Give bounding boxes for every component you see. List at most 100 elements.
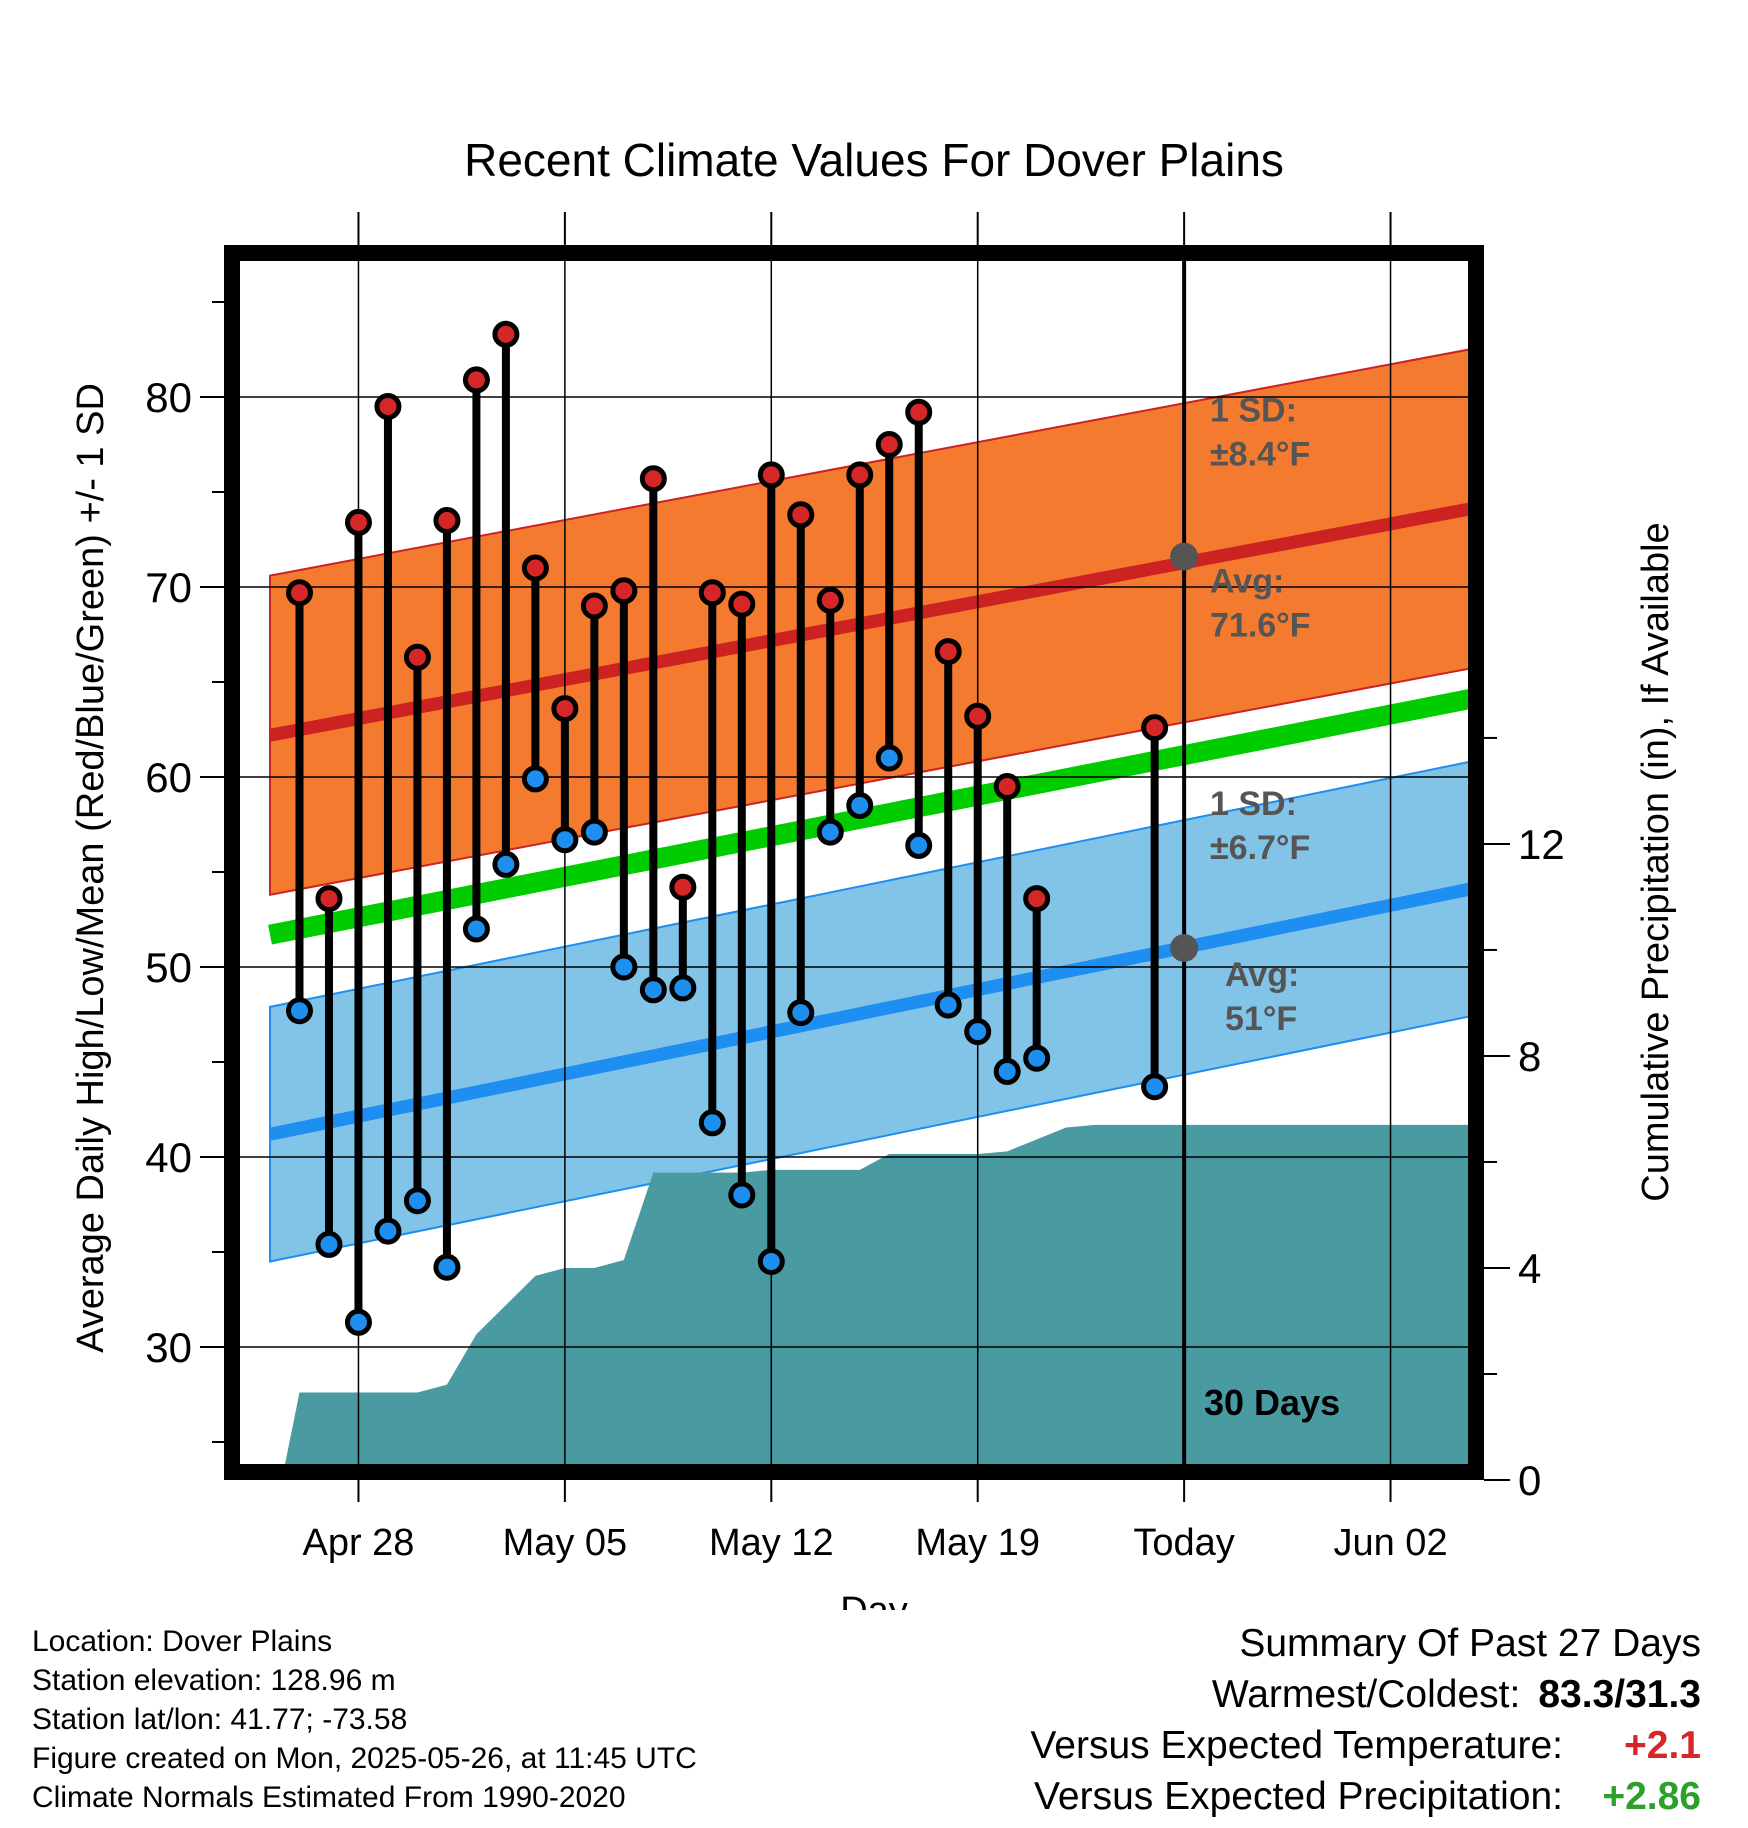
y2-tick-label: 12: [1518, 821, 1565, 868]
high-avg-label: Avg: 71.6°F: [1210, 563, 1311, 645]
low-point: [846, 792, 874, 819]
high-point: [374, 393, 402, 420]
summary-panel: Summary Of Past 27 Days Warmest/Coldest:…: [1030, 1618, 1701, 1822]
summary-temp-label: Versus Expected Temperature:: [1030, 1724, 1563, 1767]
high-point: [580, 592, 608, 620]
low-point: [551, 826, 579, 854]
summary-warmest-value: 83.3/31.3: [1538, 1673, 1701, 1716]
high-point: [1141, 714, 1169, 742]
low-point: [698, 1109, 726, 1137]
y-tick-label: 80: [145, 374, 192, 421]
low-point: [728, 1181, 756, 1209]
x-tick-label: May 19: [915, 1522, 1040, 1564]
low-point: [462, 915, 490, 943]
low-normal-line: [268, 880, 1481, 1141]
low-point: [344, 1308, 372, 1336]
summary-warmest-label: Warmest/Coldest:: [1211, 1673, 1521, 1716]
high-point: [403, 643, 431, 671]
high-point: [846, 461, 874, 489]
high-point: [462, 366, 490, 394]
high-point: [433, 507, 461, 534]
low-point: [875, 744, 903, 772]
x-tick-label: Jun 02: [1333, 1522, 1447, 1564]
chart-title: Recent Climate Values For Dover Plains: [464, 134, 1284, 186]
low-point: [285, 997, 313, 1025]
y-tick-label: 60: [145, 754, 192, 801]
low-point: [993, 1058, 1021, 1085]
info-elevation: Station elevation: 128.96 m: [32, 1664, 396, 1697]
low-point: [964, 1018, 992, 1046]
high-point: [639, 465, 667, 493]
low-point: [315, 1230, 343, 1258]
high-point: [905, 398, 933, 426]
high-sd-label: 1 SD: ±8.4°F: [1210, 392, 1310, 474]
low-point: [492, 850, 520, 878]
high-normal-line: [268, 500, 1481, 742]
y-tick-label: 30: [145, 1324, 192, 1371]
y2-tick-label: 8: [1518, 1033, 1541, 1080]
high-point: [551, 695, 579, 723]
high-point: [993, 773, 1021, 800]
summary-warmest-row: Warmest/Coldest: 83.3/31.3: [1030, 1669, 1701, 1720]
high-point: [315, 885, 343, 913]
summary-precip-value: +2.86: [1602, 1775, 1701, 1818]
high-point: [344, 508, 372, 536]
low-point: [1141, 1073, 1169, 1101]
info-normals: Climate Normals Estimated From 1990-2020: [32, 1781, 626, 1814]
summary-title: Summary Of Past 27 Days: [1239, 1622, 1701, 1665]
y-tick-label: 50: [145, 944, 192, 991]
high-point: [698, 579, 726, 607]
x-tick-label: Apr 28: [302, 1522, 414, 1564]
high-point: [610, 577, 638, 605]
x-tick-label: May 05: [503, 1522, 628, 1564]
high-point: [1023, 885, 1051, 913]
info-location: Location: Dover Plains: [32, 1625, 333, 1658]
low-point: [1023, 1044, 1051, 1072]
today-low-avg-marker: [1170, 934, 1199, 962]
today-high-avg-marker: [1170, 542, 1199, 571]
high-point: [934, 638, 962, 666]
low-point: [757, 1248, 785, 1275]
y2-tick-label: 0: [1518, 1457, 1541, 1504]
low-point: [403, 1187, 431, 1215]
info-latlon: Station lat/lon: 41.77; -73.58: [32, 1703, 408, 1736]
low-point: [816, 818, 844, 846]
high-point: [875, 431, 903, 458]
climate-chart: Recent Climate Values For Dover Plains A…: [70, 134, 1677, 1610]
high-point: [757, 461, 785, 489]
y-tick-label: 40: [145, 1134, 192, 1181]
high-point: [521, 554, 549, 582]
low-point: [433, 1253, 461, 1281]
x-axis-label: Day: [840, 1590, 908, 1610]
low-point: [934, 991, 962, 1019]
high-point: [816, 586, 844, 614]
high-point: [728, 590, 756, 618]
low-point: [787, 999, 815, 1027]
low-avg-label: Avg: 51°F: [1225, 956, 1299, 1038]
precip-area: [281, 1124, 1479, 1480]
low-point: [669, 974, 697, 1002]
low-sd-label: 1 SD: ±6.7°F: [1210, 785, 1310, 867]
today-window-label: 30 Days: [1204, 1382, 1340, 1423]
low-point: [374, 1217, 402, 1245]
y2-axis-label: Cumulative Precipitation (in), If Availa…: [1635, 522, 1677, 1201]
high-point: [669, 873, 697, 901]
y-tick-label: 70: [145, 564, 192, 611]
high-point: [492, 320, 520, 348]
mean-normal-line: [268, 687, 1481, 945]
plot-frame: [224, 245, 1484, 1480]
y-axis-label: Average Daily High/Low/Mean (Red/Blue/Gr…: [70, 383, 112, 1353]
summary-precip-label: Versus Expected Precipitation:: [1034, 1775, 1563, 1818]
low-point: [905, 831, 933, 859]
x-tick-label: Today: [1133, 1522, 1234, 1564]
low-point: [521, 765, 549, 793]
high-point: [964, 702, 992, 730]
x-tick-label: May 12: [709, 1522, 834, 1564]
summary-precip-row: Versus Expected Precipitation: +2.86: [1030, 1771, 1701, 1822]
y2-tick-label: 4: [1518, 1245, 1541, 1292]
low-point: [610, 953, 638, 981]
high-point: [285, 579, 313, 607]
high-point: [787, 501, 815, 529]
summary-temp-value: +2.1: [1624, 1724, 1701, 1767]
low-point: [580, 818, 608, 846]
